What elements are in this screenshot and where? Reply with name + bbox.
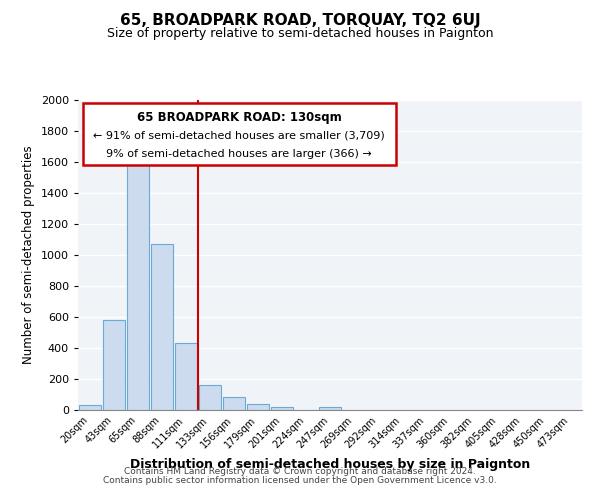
Bar: [83, 103, 395, 165]
Text: Contains HM Land Registry data © Crown copyright and database right 2024.: Contains HM Land Registry data © Crown c…: [124, 467, 476, 476]
Text: 65, BROADPARK ROAD, TORQUAY, TQ2 6UJ: 65, BROADPARK ROAD, TORQUAY, TQ2 6UJ: [119, 12, 481, 28]
Bar: [319, 407, 341, 410]
Bar: [247, 404, 269, 410]
Y-axis label: Number of semi-detached properties: Number of semi-detached properties: [22, 146, 35, 364]
X-axis label: Distribution of semi-detached houses by size in Paignton: Distribution of semi-detached houses by …: [130, 458, 530, 471]
Bar: [223, 397, 245, 410]
Bar: [151, 244, 173, 410]
Bar: [175, 344, 197, 410]
Text: ← 91% of semi-detached houses are smaller (3,709): ← 91% of semi-detached houses are smalle…: [94, 131, 385, 141]
Bar: [103, 320, 125, 410]
Text: Contains public sector information licensed under the Open Government Licence v3: Contains public sector information licen…: [103, 476, 497, 485]
Bar: [127, 151, 149, 410]
Bar: [79, 406, 101, 410]
Text: 9% of semi-detached houses are larger (366) →: 9% of semi-detached houses are larger (3…: [106, 149, 372, 159]
Bar: [271, 407, 293, 410]
Bar: [199, 385, 221, 410]
Text: 65 BROADPARK ROAD: 130sqm: 65 BROADPARK ROAD: 130sqm: [137, 111, 341, 124]
Text: Size of property relative to semi-detached houses in Paignton: Size of property relative to semi-detach…: [107, 28, 493, 40]
